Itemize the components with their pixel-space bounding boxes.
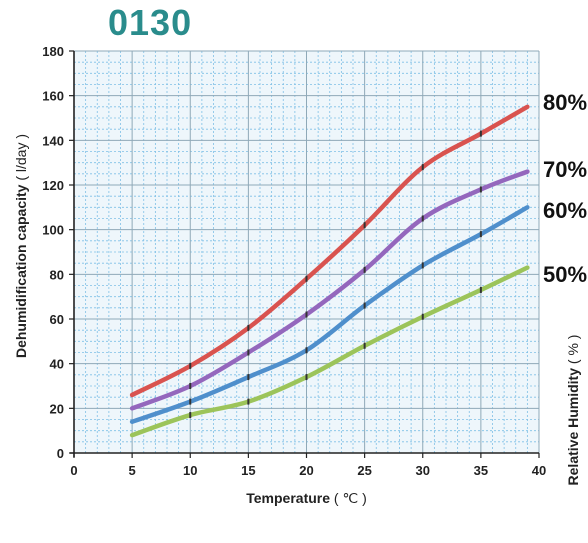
y-tick-label: 100 [42, 223, 64, 238]
y-tick-label: 40 [50, 357, 64, 372]
x-tick-label: 5 [129, 463, 136, 478]
rh-label-80pct: 80% [543, 90, 587, 115]
y-tick-label: 160 [42, 89, 64, 104]
series-line-80pct [129, 104, 530, 398]
x-tick-label: 40 [532, 463, 546, 478]
x-tick-label: 0 [70, 463, 77, 478]
x-tick-label: 30 [416, 463, 430, 478]
axes: 0 5 10 15 20 25 30 35 40 0 20 40 60 80 100 120 140 160 180 [42, 44, 546, 478]
grid [73, 50, 540, 454]
x-tick-label: 10 [183, 463, 197, 478]
series-line-50pct [129, 265, 530, 438]
y-tick-label: 140 [42, 133, 64, 148]
x-axis-title: Temperature ( ℃ ) [246, 490, 367, 506]
chart-title: 0130 [108, 2, 193, 43]
rh-label-60pct: 60% [543, 198, 587, 223]
labels: 80% 70% 60% 50% Temperature ( ℃ ) Dehumidific… [13, 90, 587, 506]
series-line-70pct [129, 169, 530, 411]
rh-label-70pct: 70% [543, 157, 587, 182]
y-axis-title: Dehumidification capacity ( l/day ) [13, 134, 29, 358]
x-tick-label: 20 [299, 463, 313, 478]
series-layer [129, 104, 530, 438]
rh-label-50pct: 50% [543, 262, 587, 287]
y-tick-label: 0 [57, 446, 64, 461]
y2-axis-title: Relative Humidity ( % ) [565, 335, 581, 486]
y-tick-label: 120 [42, 178, 64, 193]
y-tick-label: 60 [50, 312, 64, 327]
series-line-60pct [129, 205, 530, 424]
x-tick-label: 35 [474, 463, 488, 478]
y-tick-label: 180 [42, 44, 64, 59]
x-tick-label: 15 [241, 463, 255, 478]
y-tick-label: 20 [50, 401, 64, 416]
x-tick-label: 25 [357, 463, 371, 478]
y-tick-label: 80 [50, 267, 64, 282]
